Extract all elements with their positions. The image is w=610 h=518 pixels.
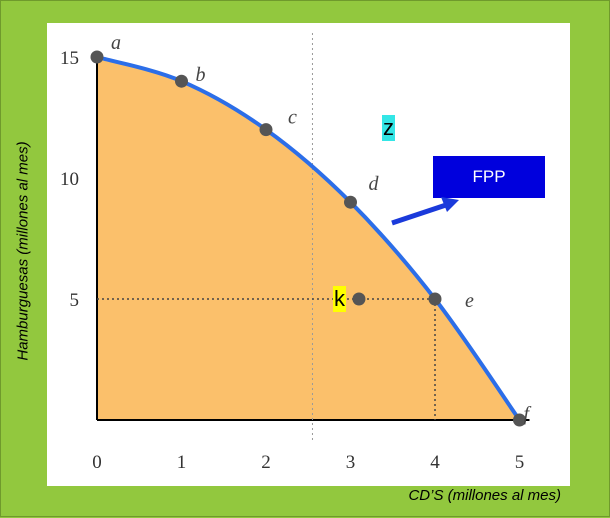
fpp-label: FPP [472,167,506,186]
point-label-b: b [196,64,206,86]
k-label: k [333,286,346,312]
point-c [259,123,273,137]
x-tick-label: 2 [261,452,271,473]
tick-labels: 0 1 2 3 4 5 5 10 15 [60,48,524,473]
x-tick-label: 4 [430,452,440,473]
point-label-a: a [111,32,121,54]
x-tick-label: 5 [515,452,525,473]
feasible-area [97,57,520,420]
point-d [344,195,357,209]
point-label-c: c [288,107,297,129]
x-tick-label: 0 [92,452,102,473]
point-label-e: e [465,290,474,312]
chart-svg: a b c d e f 0 1 2 3 4 5 5 10 15 [60,32,532,473]
fpp-label-box: FPP [433,156,545,198]
point-label-d: d [369,173,380,195]
point-f [513,413,526,427]
y-tick-label: 5 [70,290,80,311]
x-tick-label: 1 [177,452,187,473]
y-tick-label: 15 [60,48,79,69]
z-label: z [382,115,395,141]
y-tick-label: 10 [60,169,79,190]
x-axis-label: CD’S (millones al mes) [408,487,561,504]
point-b [175,74,188,88]
point-a [90,50,104,64]
point-e [428,292,442,306]
data-points: a b c d e f [90,32,532,427]
x-tick-label: 3 [346,452,356,473]
point-label-f: f [524,403,532,425]
point-k [352,292,366,306]
y-axis-label: Hamburguesas (millones al mes) [14,141,32,361]
plot-panel: a b c d e f 0 1 2 3 4 5 5 10 15 [47,23,570,486]
